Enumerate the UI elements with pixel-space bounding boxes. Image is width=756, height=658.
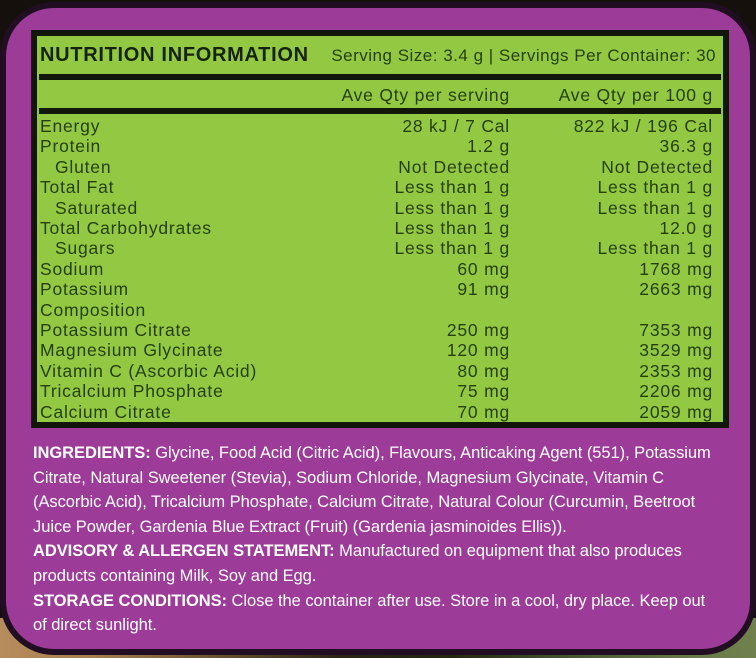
row-name: Total Carbohydrates — [40, 218, 212, 239]
row-name: Gluten — [55, 156, 112, 177]
statement-line: INGREDIENTS: Glycine, Food Acid (Citric … — [33, 444, 711, 462]
row-value-per-100g: Less than 1 g — [597, 238, 713, 259]
row-name: Vitamin C (Ascorbic Acid) — [40, 360, 258, 381]
row-value-per-serving: 250 mg — [446, 320, 510, 341]
statement-line: STORAGE CONDITIONS: Close the container … — [33, 591, 706, 610]
table-row: Energy 28 kJ / 7 Cal 822 kJ / 196 Cal — [37, 116, 723, 136]
row-value-per-100g: 1768 mg — [639, 258, 713, 279]
table-row: Gluten Not Detected Not Detected — [37, 157, 723, 177]
row-value-per-serving: 70 mg — [457, 401, 510, 422]
column-header-per-serving: Ave Qty per serving — [341, 84, 510, 105]
statements: INGREDIENTS: Glycine, Food Acid (Citric … — [33, 441, 733, 638]
row-value-per-serving: 80 mg — [457, 360, 510, 381]
statement-line: Juice Powder, Gardenia Blue Extract (Fru… — [33, 515, 733, 540]
table-row: Magnesium Glycinate 120 mg 3529 mg — [37, 340, 723, 360]
row-value-per-serving: 60 mg — [457, 258, 510, 279]
statement-line: of direct sunlight. — [33, 613, 733, 638]
statement-line: Citrate, Natural Sweetener (Stevia), Sod… — [33, 466, 733, 491]
statement-text: products containing Milk, Soy and Egg. — [33, 566, 317, 585]
row-value-per-100g: 36.3 g — [659, 136, 713, 157]
table-row: Total Carbohydrates Less than 1 g 12.0 g — [37, 218, 723, 238]
row-name: Energy — [40, 116, 101, 136]
serving-info: Serving Size: 3.4 g | Servings Per Conta… — [331, 46, 716, 65]
statement-text: Juice Powder, Gardenia Blue Extract (Fru… — [33, 517, 567, 536]
column-headers: Ave Qty per serving Ave Qty per 100 g — [37, 80, 723, 108]
row-value-per-100g: 12.0 g — [659, 218, 713, 239]
row-value-per-serving: Less than 1 g — [394, 177, 510, 198]
row-value-per-100g: Less than 1 g — [597, 197, 713, 218]
row-value-per-serving: Less than 1 g — [394, 218, 510, 239]
statement-label: STORAGE CONDITIONS: — [33, 591, 228, 610]
row-value-per-100g: 2059 mg — [639, 401, 713, 422]
table-row: Potassium 91 mg 2663 mg — [37, 279, 723, 299]
divider-top — [39, 74, 721, 80]
row-name: Potassium — [40, 279, 129, 300]
row-value-per-serving: 120 mg — [446, 340, 510, 361]
column-spacer — [40, 85, 330, 109]
statement-text: of direct sunlight. — [33, 616, 157, 635]
row-value-per-serving: Not Detected — [398, 156, 510, 177]
table-row: Sodium 60 mg 1768 mg — [37, 259, 723, 279]
row-name: Protein — [40, 136, 102, 157]
table-row: Calcium Citrate 70 mg 2059 mg — [37, 402, 723, 422]
row-value-per-100g: 2663 mg — [639, 279, 713, 300]
panel-title: NUTRITION INFORMATION — [40, 44, 309, 66]
row-value-per-100g: 7353 mg — [639, 320, 713, 341]
row-name: Magnesium Glycinate — [40, 340, 224, 361]
row-value-per-serving: 91 mg — [457, 279, 510, 300]
row-value-per-100g: 3529 mg — [639, 340, 713, 361]
row-name: Composition — [40, 299, 147, 320]
row-name: Calcium Citrate — [40, 401, 172, 422]
row-value-per-100g: 2206 mg — [639, 381, 713, 402]
row-value-per-100g: Less than 1 g — [597, 177, 713, 198]
panel-header: NUTRITION INFORMATION Serving Size: 3.4 … — [37, 36, 723, 71]
statement-line: ADVISORY & ALLERGEN STATEMENT: Manufactu… — [33, 542, 682, 561]
row-value-per-100g — [510, 300, 713, 320]
statement-line: (Ascorbic Acid), Tricalcium Phosphate, C… — [33, 490, 733, 515]
row-value-per-serving: Less than 1 g — [394, 197, 510, 218]
row-name: Total Fat — [40, 177, 115, 198]
row-value-per-100g: 2353 mg — [639, 360, 713, 381]
nutrition-rows: Energy 28 kJ / 7 Cal 822 kJ / 196 Cal Prote… — [37, 114, 723, 422]
column-header-per-100g: Ave Qty per 100 g — [558, 84, 713, 105]
row-name: Tricalcium Phosphate — [40, 381, 224, 402]
table-row: Total Fat Less than 1 g Less than 1 g — [37, 177, 723, 197]
row-value-per-serving: 1.2 g — [467, 136, 510, 157]
statement-text: (Ascorbic Acid), Tricalcium Phosphate, C… — [33, 493, 696, 512]
table-row: Protein 1.2 g 36.3 g — [37, 136, 723, 156]
statement-text: Citrate, Natural Sweetener (Stevia), Sod… — [33, 468, 665, 487]
statement-label: ADVISORY & ALLERGEN STATEMENT: — [33, 542, 335, 561]
table-row: Composition — [37, 300, 723, 320]
row-name: Sodium — [40, 258, 105, 279]
row-value-per-serving: 28 kJ / 7 Cal — [402, 116, 510, 136]
table-row: Saturated Less than 1 g Less than 1 g — [37, 198, 723, 218]
row-name: Sugars — [55, 238, 116, 259]
table-row: Tricalcium Phosphate 75 mg 2206 mg — [37, 381, 723, 401]
table-row: Sugars Less than 1 g Less than 1 g — [37, 238, 723, 258]
row-value-per-100g: 822 kJ / 196 Cal — [573, 116, 713, 136]
table-row: Vitamin C (Ascorbic Acid) 80 mg 2353 mg — [37, 361, 723, 381]
row-value-per-serving — [330, 300, 510, 320]
table-row: Potassium Citrate 250 mg 7353 mg — [37, 320, 723, 340]
row-name: Potassium Citrate — [40, 320, 192, 341]
row-value-per-100g: Not Detected — [601, 156, 713, 177]
nutrition-panel: NUTRITION INFORMATION Serving Size: 3.4 … — [31, 30, 729, 428]
row-value-per-serving: 75 mg — [457, 381, 510, 402]
statement-line: products containing Milk, Soy and Egg. — [33, 564, 733, 589]
row-value-per-serving: Less than 1 g — [394, 238, 510, 259]
row-name: Saturated — [55, 197, 139, 218]
divider-columns — [39, 108, 721, 114]
statement-label: INGREDIENTS: — [33, 444, 151, 462]
